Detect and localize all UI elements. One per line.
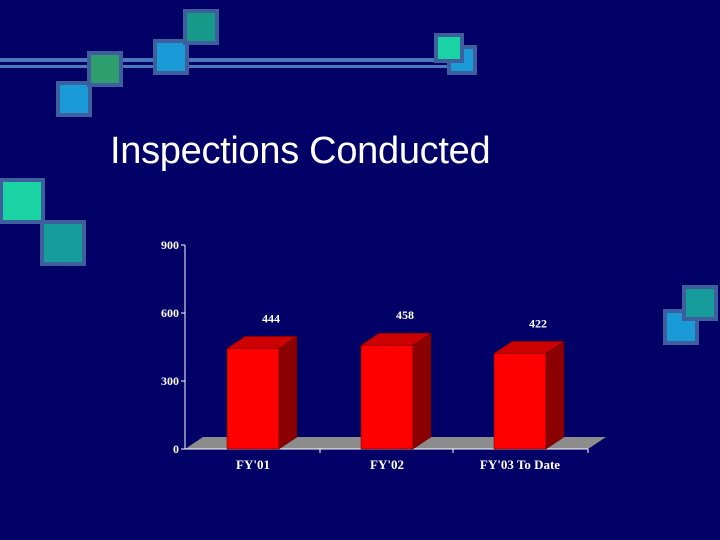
- deco-line-bottom: [0, 65, 470, 68]
- bar: [360, 332, 432, 450]
- bar-front: [360, 344, 414, 450]
- bar-side: [412, 332, 432, 450]
- bar-side: [545, 340, 565, 450]
- deco-square: [153, 39, 189, 75]
- bar-side: [278, 335, 298, 450]
- data-label: 458: [396, 308, 414, 322]
- deco-square: [40, 220, 86, 266]
- bar-top: [493, 341, 565, 354]
- data-label: 444: [262, 311, 280, 325]
- bar-front: [493, 353, 547, 450]
- slide-title: Inspections Conducted: [110, 130, 491, 172]
- bar: [493, 340, 565, 450]
- y-tick-label: 600: [161, 306, 179, 320]
- x-category-label: FY'01: [236, 457, 270, 472]
- bar-front: [226, 348, 280, 450]
- deco-square: [0, 178, 45, 224]
- bar: [226, 335, 298, 450]
- x-category-label: FY'03 To Date: [480, 457, 560, 472]
- data-label: 422: [529, 316, 547, 330]
- deco-square: [682, 285, 718, 321]
- y-tick-label: 0: [173, 442, 179, 456]
- deco-square: [87, 51, 123, 87]
- bar-top: [226, 336, 298, 349]
- x-category-label: FY'02: [370, 457, 404, 472]
- deco-square: [434, 33, 464, 63]
- deco-square: [56, 81, 92, 117]
- bar-top: [360, 332, 432, 346]
- y-tick-label: 300: [161, 374, 179, 388]
- y-tick-label: 900: [161, 238, 179, 252]
- deco-line-top: [0, 58, 470, 62]
- deco-square: [183, 9, 219, 45]
